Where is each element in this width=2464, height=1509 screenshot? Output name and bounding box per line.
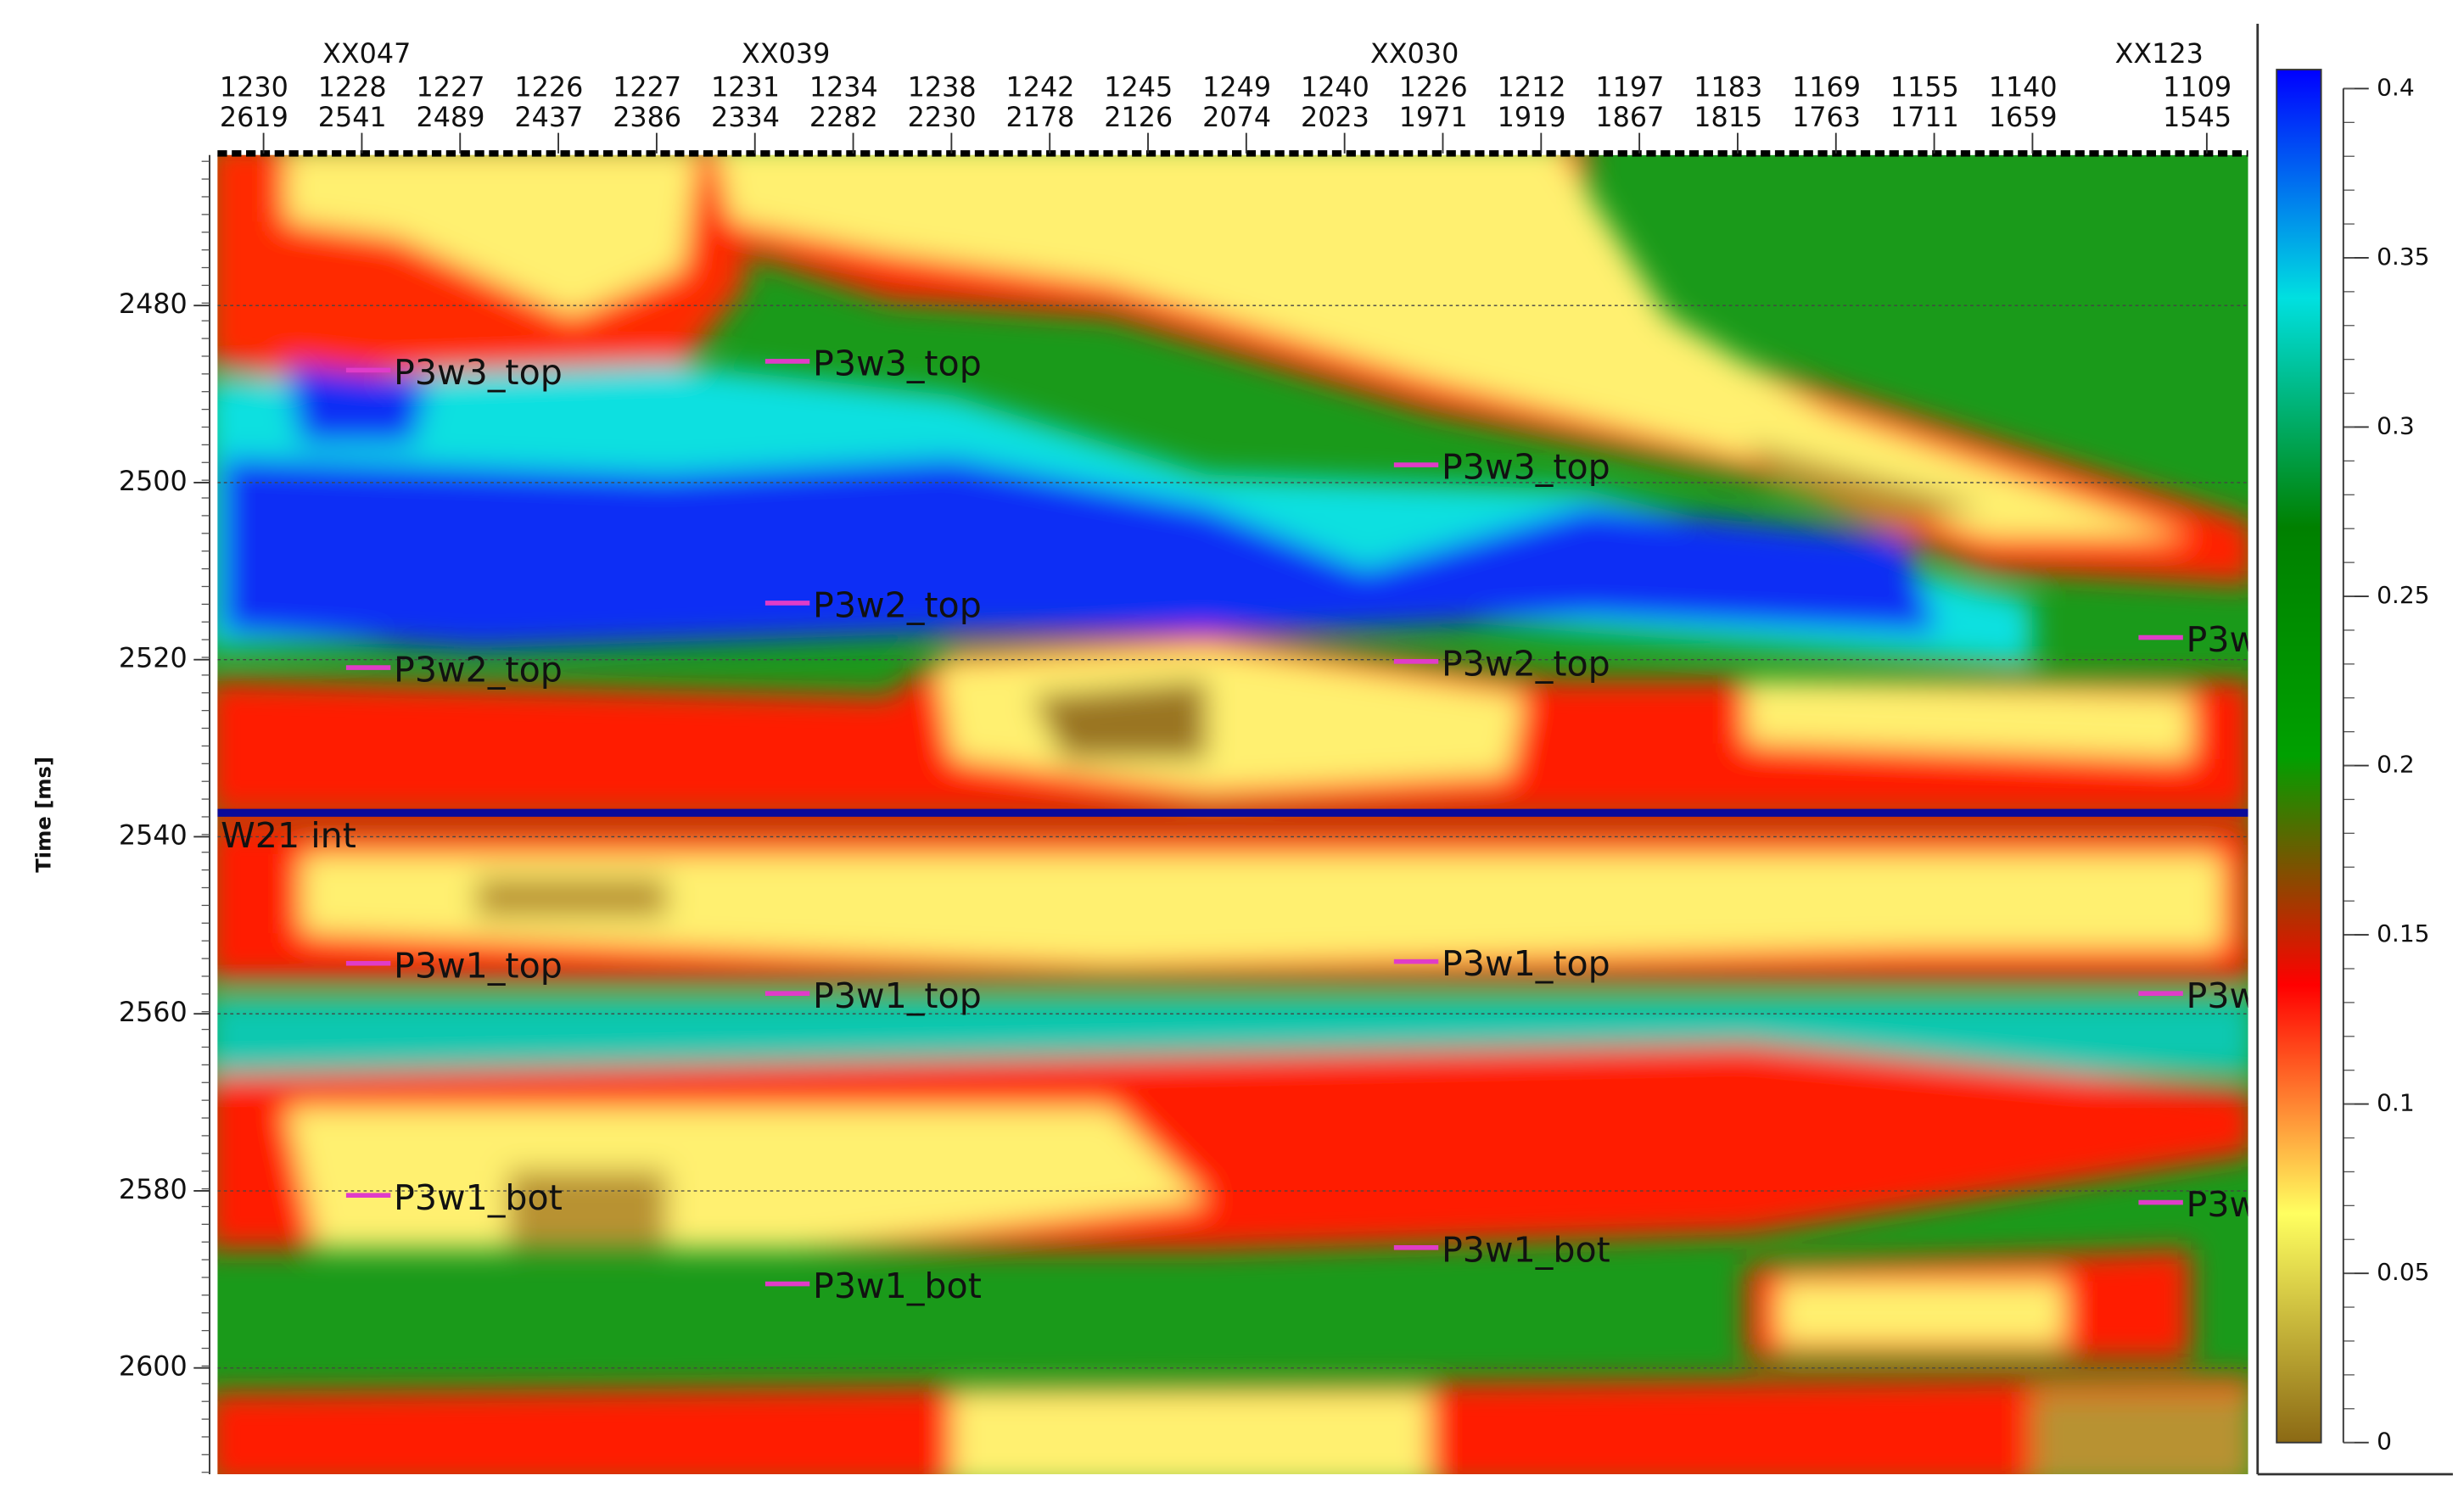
trace-crossline-label: 2023 (1301, 103, 1369, 133)
y-tick-label: 2600 (119, 1352, 188, 1383)
y-tick-label: 2580 (119, 1175, 188, 1205)
trace-crossline-label: 1763 (1792, 103, 1861, 133)
well-marker-label: P3w1_bot (394, 1177, 563, 1218)
colorbar (2276, 69, 2322, 1444)
colorbar-tick-label: 0.2 (2377, 751, 2415, 779)
trace-crossline-label: 2489 (417, 103, 485, 133)
colorbar-tick-label: 0.25 (2377, 581, 2429, 609)
trace-crossline-label: 2282 (809, 103, 878, 133)
well-marker-label: P3w3_top (813, 344, 982, 384)
well-marker-label: P3w2_top (813, 585, 982, 626)
well-marker-label: P3w3_top (394, 352, 563, 393)
trace-inline-label: 1242 (1005, 72, 1074, 103)
trace-crossline-label: 2386 (613, 103, 681, 133)
trace-crossline-label: 2619 (220, 103, 288, 133)
trace-inline-label: 1234 (809, 72, 878, 103)
trace-inline-label: 1226 (1399, 72, 1468, 103)
y-tick-label: 2480 (119, 289, 188, 320)
trace-inline-label: 1249 (1202, 72, 1271, 103)
trace-crossline-label: 2126 (1104, 103, 1173, 133)
trace-crossline-label: 1815 (1694, 103, 1762, 133)
colorbar-tick-label: 0.15 (2377, 919, 2429, 947)
trace-crossline-label: 2437 (514, 103, 583, 133)
trace-inline-label: 1230 (220, 72, 288, 103)
trace-inline-label: 1169 (1792, 72, 1861, 103)
well-marker-label: P3w2_top (394, 650, 563, 690)
trace-inline-label: 1109 (2163, 72, 2232, 103)
y-tick-label: 2520 (119, 644, 188, 674)
well-marker-label: P3w2_top (1442, 643, 1610, 684)
trace-crossline-label: 2178 (1005, 103, 1074, 133)
well-name: XX123 (2115, 39, 2204, 70)
trace-crossline-label: 1867 (1595, 103, 1664, 133)
well-marker-label: P3w1_bot (2187, 1184, 2355, 1225)
well-marker-label: P3w1_top (2187, 975, 2355, 1016)
y-tick-label: 2540 (119, 820, 188, 851)
trace-inline-label: 1238 (908, 72, 977, 103)
colorbar-tick-label: 0.1 (2377, 1089, 2415, 1117)
well-marker-label: P3w1_bot (813, 1266, 982, 1306)
well-marker-label: P3w2_top (2187, 619, 2355, 660)
trace-crossline-label: 1659 (1989, 103, 2058, 133)
y-tick-label: 2560 (119, 998, 188, 1028)
trace-inline-label: 1228 (318, 72, 387, 103)
trace-crossline-label: 1971 (1399, 103, 1468, 133)
well-marker-label: P3w3_top (1442, 447, 1610, 488)
well-marker-label: P3w1_bot (1442, 1229, 1610, 1270)
trace-inline-label: 1226 (514, 72, 583, 103)
well-name: XX030 (1370, 39, 1459, 70)
horizon-label: W21 int (221, 815, 356, 856)
trace-inline-label: 1231 (711, 72, 780, 103)
colorbar-tick-label: 0 (2377, 1428, 2392, 1456)
trace-crossline-label: 1711 (1890, 103, 1959, 133)
colorbar-tick-label: 0.3 (2377, 412, 2415, 440)
trace-crossline-label: 2541 (318, 103, 387, 133)
well-name: XX039 (742, 39, 830, 70)
trace-inline-label: 1140 (1989, 72, 2058, 103)
seismic-image (217, 154, 2248, 1474)
trace-inline-label: 1245 (1104, 72, 1173, 103)
trace-inline-label: 1155 (1890, 72, 1959, 103)
trace-inline-label: 1227 (417, 72, 485, 103)
trace-inline-label: 1183 (1694, 72, 1762, 103)
trace-crossline-label: 2334 (711, 103, 780, 133)
overlay: W21 int P3w3_top P3w2_top P3w1_top P3w1_bot P… (217, 305, 2355, 1369)
colorbar-tick-label: 0.4 (2377, 73, 2415, 101)
well-marker-label: P3w1_top (394, 945, 563, 986)
trace-crossline-label: 1919 (1498, 103, 1566, 133)
trace-crossline-label: 2230 (908, 103, 977, 133)
trace-inline-label: 1212 (1498, 72, 1566, 103)
well-marker-label: P3w1_top (813, 975, 982, 1016)
trace-crossline-label: 1545 (2163, 103, 2232, 133)
colorbar-tick-label: 0.35 (2377, 243, 2429, 271)
trace-inline-label: 1197 (1595, 72, 1664, 103)
trace-inline-label: 1227 (613, 72, 681, 103)
y-axis-title: Time [ms] (31, 757, 55, 873)
well-name: XX047 (322, 39, 411, 70)
well-marker-label: P3w1_top (1442, 943, 1610, 984)
colorbar-tick-label: 0.05 (2377, 1258, 2429, 1286)
trace-inline-label: 1240 (1301, 72, 1369, 103)
y-tick-label: 2500 (119, 467, 188, 497)
trace-crossline-label: 2074 (1202, 103, 1271, 133)
